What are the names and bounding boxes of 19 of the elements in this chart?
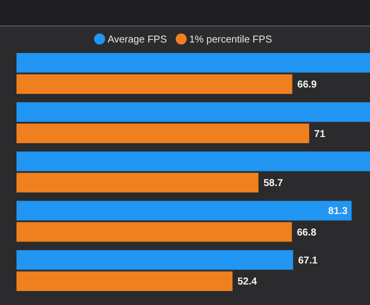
data-label: 67.1 [298, 255, 318, 266]
data-label: 66.9 [297, 80, 318, 91]
data-label: 71 [314, 128, 326, 140]
legend-label: 1% percentile FPS [189, 34, 272, 46]
bar [16, 124, 310, 144]
data-label: 52.4 [238, 276, 258, 288]
legend-label: Average FPS [108, 34, 168, 46]
bar [16, 52, 370, 73]
bar [16, 200, 352, 220]
bar [16, 250, 294, 270]
bar [16, 222, 292, 242]
bar [16, 74, 292, 94]
data-label: 58.7 [263, 178, 284, 190]
bar [16, 102, 370, 122]
data-label: 66.8 [296, 227, 317, 238]
bar [16, 152, 370, 172]
bar [16, 172, 258, 192]
bar [16, 271, 232, 292]
data-label: 81.3 [328, 206, 348, 218]
